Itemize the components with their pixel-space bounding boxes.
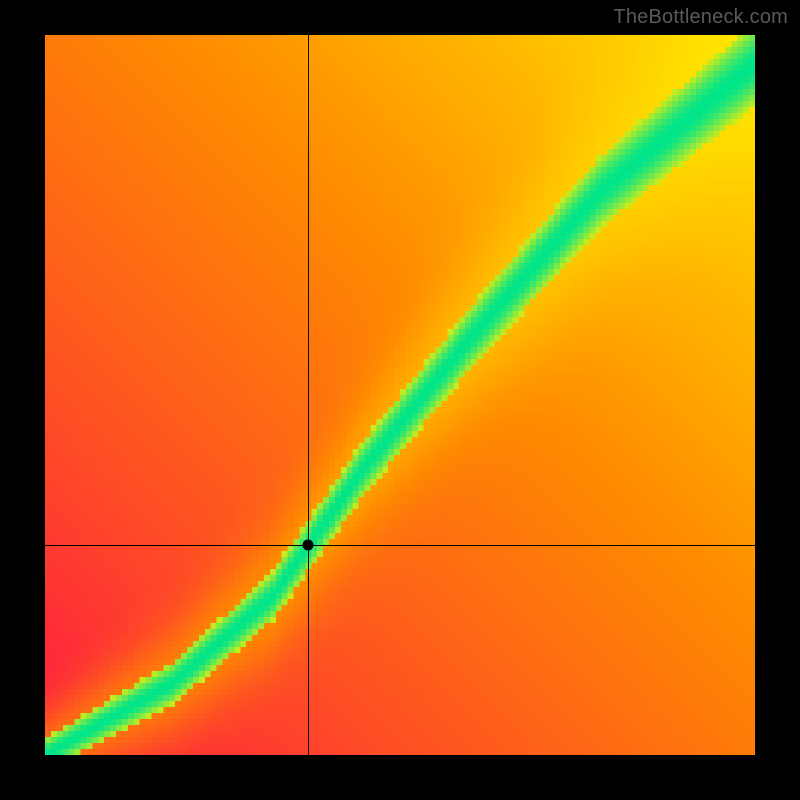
- heatmap-canvas: [45, 35, 755, 755]
- chart-container: { "watermark": "TheBottleneck.com", "cha…: [0, 0, 800, 800]
- heatmap-plot-area: [45, 35, 755, 755]
- watermark-text: TheBottleneck.com: [613, 6, 788, 29]
